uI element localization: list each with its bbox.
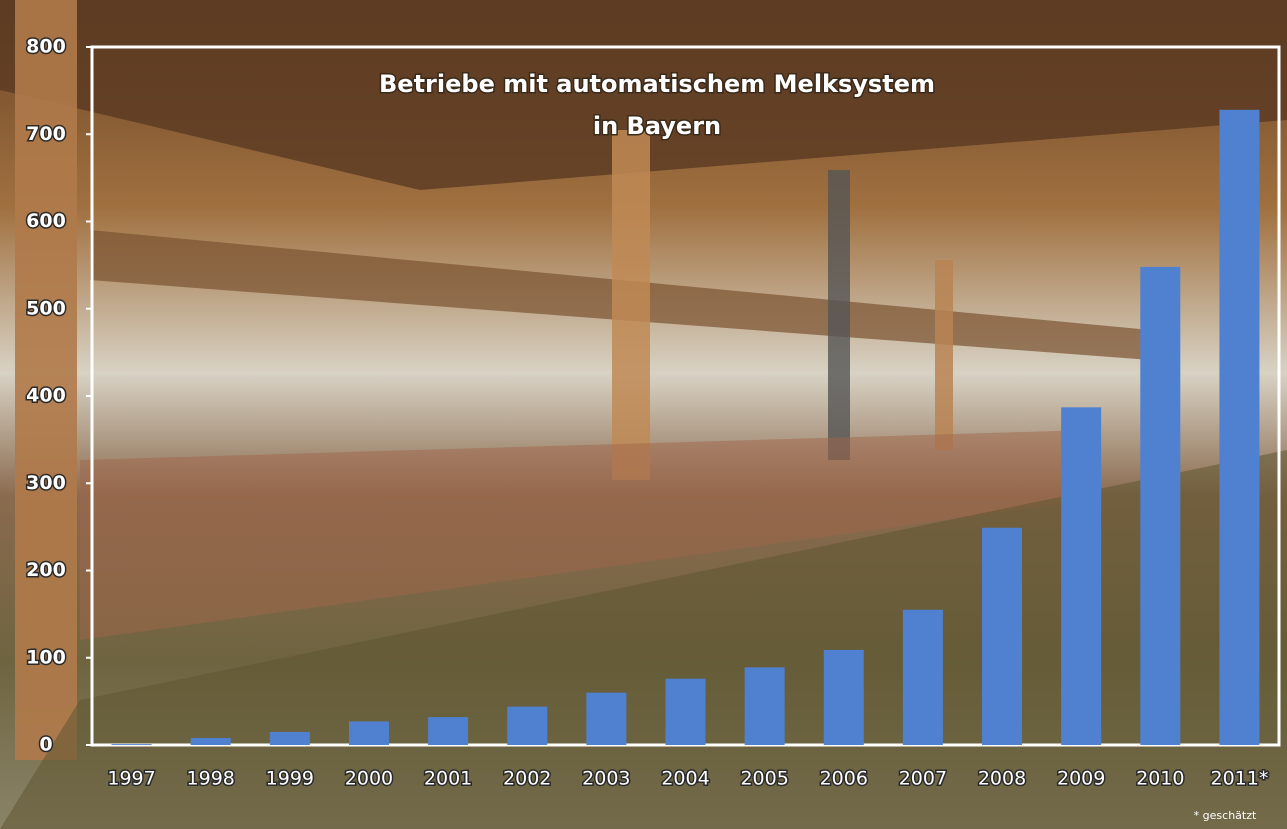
- bar: [428, 717, 469, 745]
- x-tick-label: 2011*: [1211, 768, 1269, 790]
- bar: [744, 667, 785, 745]
- x-tick-label: 2001: [424, 768, 472, 790]
- x-tick-label: 2000: [345, 768, 393, 790]
- chart-title: in Bayern: [593, 112, 721, 140]
- y-tick-label: 100: [26, 646, 66, 668]
- y-tick-label: 400: [26, 385, 66, 407]
- x-tick-label: 2003: [582, 768, 630, 790]
- y-tick-label: 500: [26, 297, 66, 319]
- x-tick-label: 2005: [740, 768, 788, 790]
- bar: [586, 692, 627, 745]
- x-tick-label: 2006: [820, 768, 868, 790]
- y-tick-label: 700: [26, 123, 66, 145]
- bar: [190, 738, 231, 745]
- x-tick-label: 2007: [899, 768, 947, 790]
- bar: [269, 731, 310, 745]
- y-tick-label: 300: [26, 472, 66, 494]
- bar: [1061, 407, 1102, 745]
- y-tick-label: 600: [26, 210, 66, 232]
- footnote: * geschätzt: [1194, 809, 1257, 822]
- x-tick-label: 2009: [1057, 768, 1105, 790]
- x-tick-label: 1998: [187, 768, 235, 790]
- bar: [1219, 109, 1260, 745]
- x-tick-label: 2008: [978, 768, 1026, 790]
- bar: [507, 706, 548, 745]
- x-tick-label: 2010: [1136, 768, 1184, 790]
- x-tick-label: 2002: [503, 768, 551, 790]
- bar: [902, 609, 943, 745]
- bar: [982, 527, 1023, 745]
- x-tick-label: 1997: [107, 768, 155, 790]
- y-tick-label: 200: [26, 559, 66, 581]
- chart-title: Betriebe mit automatischem Melksystem: [379, 70, 935, 98]
- y-tick-label: 0: [39, 734, 52, 756]
- bar: [111, 744, 152, 745]
- x-tick-label: 2004: [661, 768, 709, 790]
- bar: [823, 649, 864, 745]
- y-tick-label: 800: [26, 36, 66, 58]
- bar: [665, 678, 706, 745]
- bar: [1140, 266, 1181, 745]
- x-tick-label: 1999: [266, 768, 314, 790]
- bar: [348, 721, 389, 745]
